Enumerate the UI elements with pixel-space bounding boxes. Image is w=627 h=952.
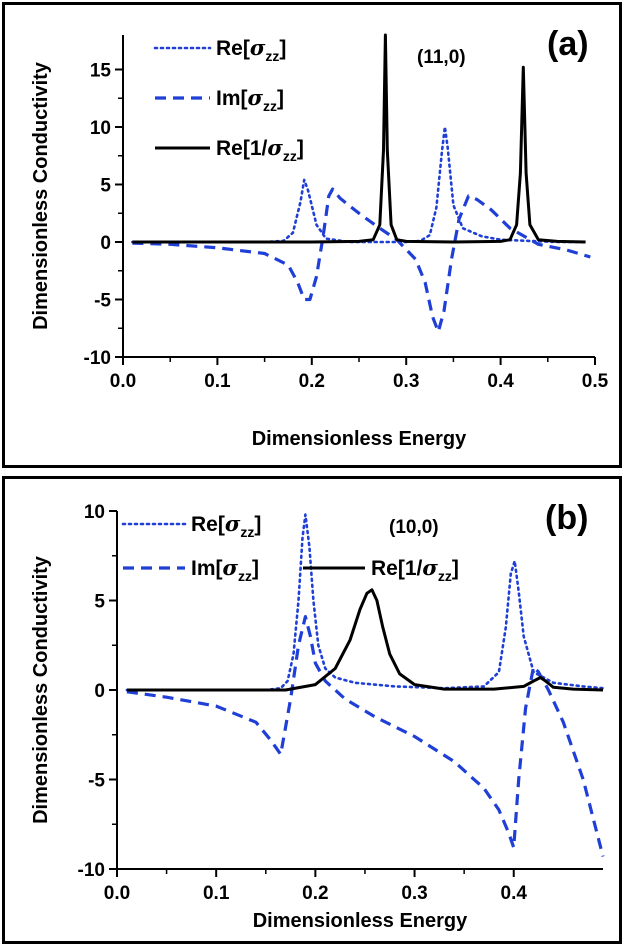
y-tick-label: 5 xyxy=(100,176,111,197)
series-line-solid xyxy=(132,33,586,244)
panel-label: (a) xyxy=(547,25,589,63)
x-tick-label: 0.5 xyxy=(582,371,609,392)
x-tick-label: 0.0 xyxy=(104,883,130,904)
chart-b: 0.0 0.1 0.2 0.3 0.4 -10 -5 0 5 10 Re[σzz] Im[σzz] Re… xyxy=(30,499,605,932)
panel-label: (b) xyxy=(545,499,588,537)
x-tick-label: 0.1 xyxy=(204,371,231,392)
x-tick-label: 0.2 xyxy=(302,883,328,904)
x-tick-label: 0.2 xyxy=(299,371,325,392)
y-tick-label: -10 xyxy=(78,860,105,881)
legend-label: Re[σzz] xyxy=(191,511,261,540)
y-tick-label: 0 xyxy=(94,681,105,702)
y-axis-title: Dimensionless Conductivity xyxy=(30,61,52,330)
series-line-dashed xyxy=(126,615,605,857)
x-tick-label: 0.1 xyxy=(203,883,230,904)
x-tick-label: 0.3 xyxy=(401,883,427,904)
series-line-dashed xyxy=(132,187,591,334)
y-tick-label: -5 xyxy=(94,291,111,312)
y-tick-label: 15 xyxy=(90,61,112,82)
legend-label: Im[σzz] xyxy=(191,555,259,584)
x-tick-label: 0.0 xyxy=(110,371,136,392)
y-tick-label: 10 xyxy=(84,502,105,523)
panel-a: 0.0 0.1 0.2 0.3 0.4 0.5 -10 -5 0 5 10 15 Re[σzz] Im[σ… xyxy=(2,2,622,468)
panel-b: 0.0 0.1 0.2 0.3 0.4 -10 -5 0 5 10 Re[σzz] Im[σzz] Re… xyxy=(2,476,622,944)
legend-label: Re[1/σzz] xyxy=(216,135,304,164)
legend-label: Re[σzz] xyxy=(216,35,286,64)
y-tick-label: -5 xyxy=(88,771,105,792)
y-tick-label: 0 xyxy=(100,233,111,254)
legend-label: Im[σzz] xyxy=(216,85,284,114)
y-axis-title: Dimensionless Conductivity xyxy=(30,555,52,824)
series-line-dotted xyxy=(125,513,605,692)
x-tick-label: 0.4 xyxy=(487,371,514,392)
legend-label: Re[1/σzz] xyxy=(371,555,459,584)
series-line-solid xyxy=(126,588,604,692)
y-tick-label: 5 xyxy=(94,592,105,613)
y-tick-label: 10 xyxy=(90,118,111,139)
chart-a: 0.0 0.1 0.2 0.3 0.4 0.5 -10 -5 0 5 10 15 Re[σzz] Im[σ… xyxy=(30,25,609,450)
y-tick-label: -10 xyxy=(84,348,111,369)
chirality-annotation: (10,0) xyxy=(389,517,439,538)
x-axis-title: Dimensionless Energy xyxy=(253,910,468,932)
x-tick-label: 0.4 xyxy=(501,883,528,904)
x-axis-title: Dimensionless Energy xyxy=(252,428,467,450)
chirality-annotation: (11,0) xyxy=(417,47,466,68)
x-tick-label: 0.3 xyxy=(393,371,419,392)
